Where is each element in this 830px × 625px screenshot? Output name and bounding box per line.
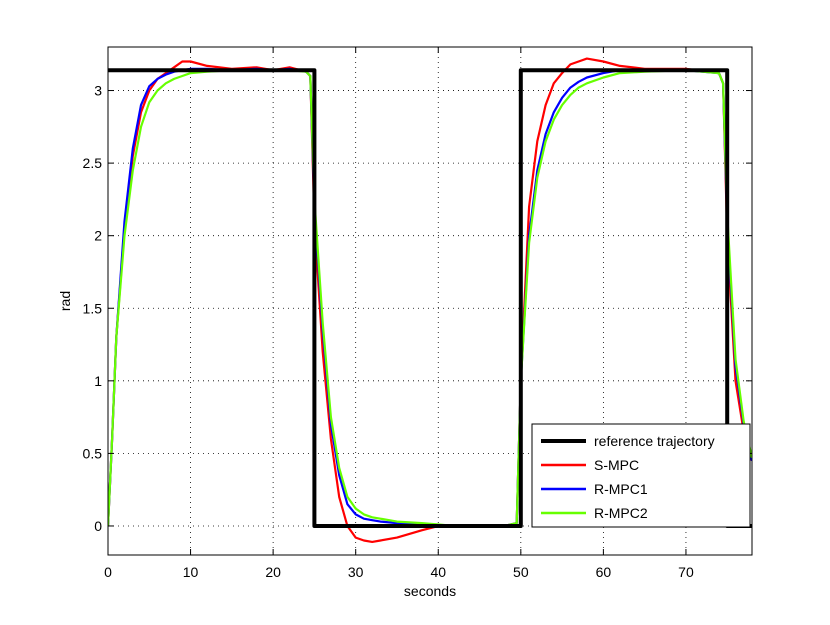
x-tick-label: 0 <box>104 564 112 580</box>
series-line-r-mpc2 <box>108 69 752 528</box>
x-tick-label: 10 <box>183 564 199 580</box>
y-tick-label: 2 <box>94 228 102 244</box>
y-tick-label: 0 <box>94 518 102 534</box>
y-axis-label: rad <box>57 291 73 311</box>
x-tick-label: 70 <box>678 564 694 580</box>
legend-label-reference-trajectory: reference trajectory <box>594 433 715 449</box>
y-tick-label: 3 <box>94 83 102 99</box>
axis-ticks: 0 10 20 30 40 50 60 70 0 0.5 1 1.5 2 2.5 3 <box>83 47 752 580</box>
y-tick-label: 2.5 <box>83 155 103 171</box>
x-tick-label: 50 <box>513 564 529 580</box>
x-tick-label: 20 <box>265 564 281 580</box>
legend-label-r-mpc1: R-MPC1 <box>594 481 648 497</box>
x-tick-label: 60 <box>596 564 612 580</box>
x-tick-label: 40 <box>430 564 446 580</box>
x-tick-label: 30 <box>348 564 364 580</box>
x-axis-label: seconds <box>404 583 456 599</box>
y-tick-label: 0.5 <box>83 445 103 461</box>
y-tick-label: 1 <box>94 373 102 389</box>
y-tick-label: 1.5 <box>83 300 103 316</box>
legend-label-s-mpc: S-MPC <box>594 457 639 473</box>
legend: reference trajectory S-MPC R-MPC1 R-MPC2 <box>531 423 751 528</box>
plot-frame <box>107 46 753 556</box>
legend-label-r-mpc2: R-MPC2 <box>594 505 648 521</box>
